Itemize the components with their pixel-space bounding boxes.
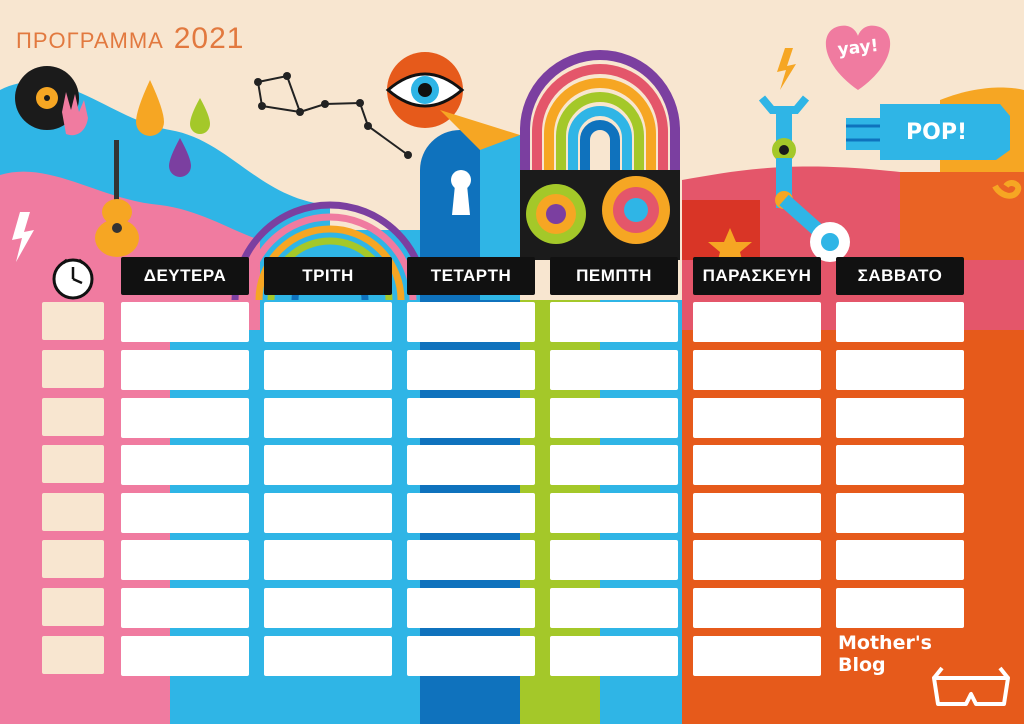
schedule-cell[interactable] xyxy=(836,588,964,628)
day-header-5: ΠΑΡΑΣΚΕΥΗ xyxy=(693,257,821,295)
schedule-cell[interactable] xyxy=(121,445,249,485)
day-header-1: ΔΕΥΤΕΡΑ xyxy=(121,257,249,295)
time-slot-cell[interactable] xyxy=(42,588,104,626)
time-slot-cell[interactable] xyxy=(42,350,104,388)
brand-logo: Mother's Blog xyxy=(838,632,932,676)
schedule-cell[interactable] xyxy=(693,350,821,390)
schedule-cell[interactable] xyxy=(264,398,392,438)
schedule-cell[interactable] xyxy=(693,493,821,533)
schedule-cell[interactable] xyxy=(550,493,678,533)
schedule-cell[interactable] xyxy=(550,636,678,676)
schedule-cell[interactable] xyxy=(264,445,392,485)
schedule-cell[interactable] xyxy=(693,302,821,342)
schedule-cell[interactable] xyxy=(264,493,392,533)
title-text: ΠΡΟΓΡΑΜΜΑ xyxy=(16,28,163,53)
schedule-cell[interactable] xyxy=(693,636,821,676)
schedule-cell[interactable] xyxy=(550,540,678,580)
schedule-cell[interactable] xyxy=(121,588,249,628)
schedule-cell[interactable] xyxy=(264,588,392,628)
time-slot-cell[interactable] xyxy=(42,302,104,340)
schedule-cell[interactable] xyxy=(693,398,821,438)
day-header-6: ΣΑΒΒΑΤΟ xyxy=(836,257,964,295)
schedule-cell[interactable] xyxy=(550,350,678,390)
schedule-cell[interactable] xyxy=(836,350,964,390)
schedule-cell[interactable] xyxy=(121,302,249,342)
pop-sticker: POP! xyxy=(906,120,967,145)
title-year: 2021 xyxy=(173,22,245,55)
clock-icon xyxy=(52,258,94,300)
schedule-cell[interactable] xyxy=(836,493,964,533)
3d-glasses-icon xyxy=(932,666,1010,706)
schedule-cell[interactable] xyxy=(121,398,249,438)
schedule-cell[interactable] xyxy=(550,588,678,628)
schedule-cell[interactable] xyxy=(407,445,535,485)
schedule-cell[interactable] xyxy=(836,302,964,342)
schedule-cell[interactable] xyxy=(836,445,964,485)
schedule-cell[interactable] xyxy=(407,636,535,676)
day-header-2: ΤΡΙΤΗ xyxy=(264,257,392,295)
schedule-cell[interactable] xyxy=(407,540,535,580)
schedule-cell[interactable] xyxy=(121,636,249,676)
schedule-cell[interactable] xyxy=(693,445,821,485)
day-header-4: ΠΕΜΠΤΗ xyxy=(550,257,678,295)
schedule-cell[interactable] xyxy=(550,302,678,342)
schedule-cell[interactable] xyxy=(264,540,392,580)
schedule-cell[interactable] xyxy=(407,398,535,438)
time-slot-cell[interactable] xyxy=(42,493,104,531)
schedule-cell[interactable] xyxy=(836,540,964,580)
day-header-3: ΤΕΤΑΡΤΗ xyxy=(407,257,535,295)
schedule-cell[interactable] xyxy=(407,493,535,533)
time-slot-cell[interactable] xyxy=(42,398,104,436)
schedule-cell[interactable] xyxy=(121,493,249,533)
brand-line1: Mother's xyxy=(838,632,932,654)
schedule-cell[interactable] xyxy=(407,588,535,628)
schedule-cell[interactable] xyxy=(264,636,392,676)
schedule-cell[interactable] xyxy=(550,398,678,438)
time-slot-cell[interactable] xyxy=(42,636,104,674)
schedule-cell[interactable] xyxy=(550,445,678,485)
time-slot-cell[interactable] xyxy=(42,540,104,578)
schedule-cell[interactable] xyxy=(121,350,249,390)
page-title: ΠΡΟΓΡΑΜΜΑ 2021 xyxy=(16,22,245,56)
schedule-cell[interactable] xyxy=(264,302,392,342)
brand-line2: Blog xyxy=(838,654,886,676)
time-slot-cell[interactable] xyxy=(42,445,104,483)
schedule-cell[interactable] xyxy=(693,588,821,628)
schedule-cell[interactable] xyxy=(836,398,964,438)
schedule-cell[interactable] xyxy=(121,540,249,580)
schedule-cell[interactable] xyxy=(264,350,392,390)
schedule-cell[interactable] xyxy=(407,350,535,390)
schedule-cell[interactable] xyxy=(693,540,821,580)
schedule-cell[interactable] xyxy=(407,302,535,342)
